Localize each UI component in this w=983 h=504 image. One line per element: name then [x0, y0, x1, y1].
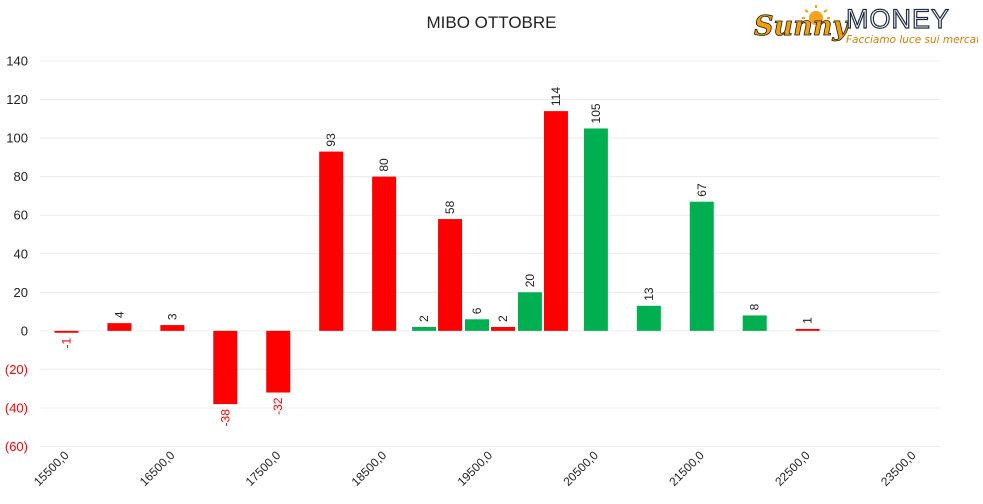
bar-green-20000 [517, 292, 542, 331]
data-label-red-20000: 114 [549, 87, 563, 106]
y-tick-label: 0 [21, 323, 28, 338]
data-label-red-16500: 3 [165, 313, 179, 320]
bars [54, 111, 820, 405]
y-tick-label: (20) [5, 362, 28, 377]
x-tick-label: 20500,0 [560, 448, 601, 489]
data-labels: -1 4 3 -38 -32 93 80 58 2 2 6 114 20 105 13 67 8 1 [59, 87, 814, 427]
bar-red-17500 [266, 330, 291, 393]
bar-red-19500 [491, 326, 515, 331]
chart-title: MIBO OTTOBRE [426, 13, 557, 32]
data-label-green-20000: 20 [523, 274, 537, 288]
data-label-red-16000: 4 [112, 311, 126, 318]
x-tick-label: 22500,0 [772, 448, 813, 489]
data-label-red-22500: 1 [801, 317, 815, 324]
bar-green-22000 [742, 315, 767, 331]
data-label-red-19500: 2 [496, 315, 510, 322]
x-tick-label: 21500,0 [666, 448, 707, 489]
x-axis-ticks: 15500,0 16500,0 17500,0 18500,0 19500,0 20500… [31, 448, 919, 489]
y-tick-label: 80 [14, 169, 28, 184]
sun-icon [802, 5, 830, 25]
bar-red-22500 [795, 328, 820, 331]
data-label-green-21500: 67 [695, 183, 709, 197]
bar-green-20500 [583, 128, 608, 331]
bar-green-19500 [465, 319, 489, 331]
data-label-red-17500: -32 [271, 397, 285, 415]
logo-brand-caps: MONEY [846, 4, 950, 34]
gridlines [40, 60, 940, 447]
y-axis-ticks: 140 120 100 80 60 40 20 0 (20) (40) (60) [5, 54, 28, 455]
data-label-green-19000: 2 [417, 315, 431, 322]
data-label-red-19000: 58 [443, 200, 457, 214]
bar-green-21000 [636, 305, 661, 331]
bar-red-18000 [319, 151, 344, 331]
logo-tagline: Facciamo luce sui mercati [846, 34, 978, 46]
bar-green-19000 [412, 326, 437, 331]
data-label-red-15500: -1 [59, 337, 73, 348]
data-label-green-21000: 13 [642, 287, 656, 301]
bar-red-20000 [543, 111, 568, 331]
bar-red-15500 [54, 330, 79, 333]
y-tick-label: (40) [5, 400, 28, 415]
x-tick-label: 23500,0 [878, 448, 919, 489]
bar-red-16000 [107, 323, 132, 331]
y-tick-label: 140 [6, 54, 28, 69]
y-tick-label: 60 [14, 208, 28, 223]
data-label-red-17000: -38 [218, 409, 232, 427]
x-tick-label: 15500,0 [31, 448, 72, 489]
bar-red-19000 [438, 219, 463, 331]
logo-brand-script: Sunny [754, 11, 850, 42]
y-tick-label: 40 [14, 246, 28, 261]
y-tick-label: 120 [6, 92, 28, 107]
y-tick-label: 20 [14, 285, 28, 300]
x-tick-label: 16500,0 [137, 448, 178, 489]
data-label-red-18500: 80 [377, 158, 391, 172]
data-label-green-20500: 105 [589, 103, 603, 123]
brand-logo: Sunny MONEY Facciamo luce sui mercati [754, 3, 978, 46]
bar-red-16500 [160, 325, 185, 331]
data-label-green-19500: 6 [470, 307, 484, 314]
data-label-green-22000: 8 [748, 303, 762, 310]
bar-red-17000 [213, 330, 238, 405]
bar-green-21500 [689, 201, 714, 331]
y-tick-label: 100 [6, 131, 28, 146]
x-tick-label: 19500,0 [455, 448, 496, 489]
data-label-red-18000: 93 [324, 133, 338, 147]
x-tick-label: 17500,0 [243, 448, 284, 489]
x-tick-label: 18500,0 [349, 448, 390, 489]
y-tick-label: (60) [5, 439, 28, 454]
bar-red-18500 [372, 176, 397, 331]
